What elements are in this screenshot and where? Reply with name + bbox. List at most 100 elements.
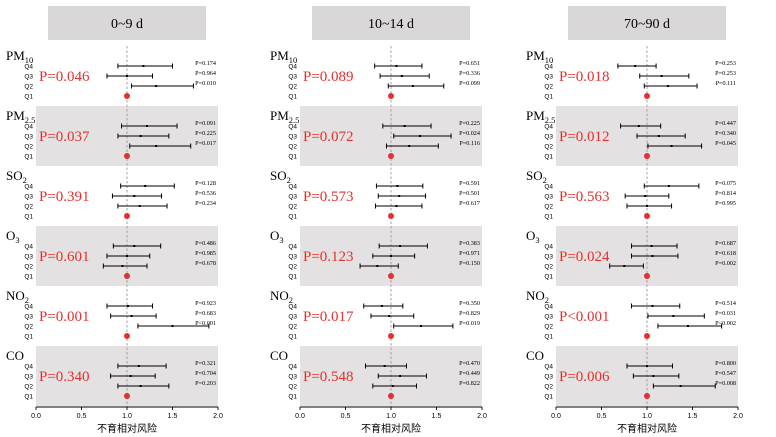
row-p-value: P=0.814 xyxy=(715,190,736,197)
quartile-label: Q2 xyxy=(24,263,33,270)
pollutant-subscript: 2.5 xyxy=(25,115,36,125)
x-tick-label: 1.5 xyxy=(432,413,442,420)
quartile-label: Q1 xyxy=(288,93,297,100)
pollutant-label: PM10 xyxy=(270,48,297,65)
row-p-value: P=0.002 xyxy=(715,260,736,267)
reference-point xyxy=(644,273,650,279)
quartile-label: Q1 xyxy=(288,393,297,400)
point-estimate xyxy=(146,125,149,127)
point-estimate xyxy=(155,85,158,87)
pollutant-block: PM10 P=0.089 Q4 P=0.651 Q3 P=0.336 Q2 P=0.099 Q1 xyxy=(270,48,480,100)
quartile-label: Q4 xyxy=(288,63,297,70)
pollutant-name: PM xyxy=(6,48,25,63)
quartile-label: Q2 xyxy=(288,203,297,210)
row-p-value: P=0.128 xyxy=(195,180,216,187)
row-p-value: P=0.225 xyxy=(195,130,216,137)
row-p-value: P=0.617 xyxy=(459,200,480,207)
row-p-value: P=0.045 xyxy=(715,140,736,147)
quartile-label: Q4 xyxy=(24,63,33,70)
row-p-value: P=0.234 xyxy=(195,200,216,207)
pollutant-name: PM xyxy=(270,108,289,123)
pollutant-label: PM2.5 xyxy=(270,108,299,125)
overall-p-value: P=0.072 xyxy=(303,129,354,145)
quartile-label: Q4 xyxy=(544,63,553,70)
point-estimate xyxy=(390,255,392,257)
x-tick-label: 0.0 xyxy=(295,413,305,420)
quartile-label: Q2 xyxy=(24,323,33,330)
quartile-label: Q3 xyxy=(544,73,553,80)
point-estimate xyxy=(130,315,133,317)
pollutant-name: O xyxy=(6,228,15,243)
row-p-value: P=0.111 xyxy=(716,80,736,87)
row-p-value: P=0.017 xyxy=(195,140,216,147)
point-estimate xyxy=(395,65,398,67)
point-estimate xyxy=(129,375,132,377)
pollutant-label: CO xyxy=(270,348,288,363)
point-estimate xyxy=(646,205,648,207)
pollutant-subscript: 2 xyxy=(23,175,27,185)
point-estimate xyxy=(380,305,383,307)
pollutant-block: NO2 P=0.001 Q4 P=0.923 Q3 P=0.683 Q2 P<0.001 Q1 xyxy=(6,288,216,340)
pollutant-block: NO2 P=0.017 Q4 P=0.350 Q3 P=0.829 Q2 P=0.019 Q1 xyxy=(270,288,480,340)
quartile-label: Q2 xyxy=(288,383,297,390)
pollutant-block: SO2 P=0.391 Q4 P=0.128 Q3 P=0.536 Q2 P=0.234 Q1 xyxy=(6,168,216,220)
overall-p-value: P=0.089 xyxy=(303,69,354,85)
overall-p-value: P=0.123 xyxy=(303,249,354,265)
row-p-value: P=0.547 xyxy=(715,370,736,377)
point-estimate xyxy=(133,245,136,247)
row-p-value: P=0.075 xyxy=(715,180,736,187)
pollutant-block: PM2.5P=0.037 Q4 P=0.091 Q3 P=0.225 Q2 P=0.017 Q… xyxy=(6,108,216,160)
overall-p-value: P=0.037 xyxy=(39,129,90,145)
quartile-label: Q3 xyxy=(288,253,297,260)
quartile-label: Q3 xyxy=(24,313,33,320)
overall-p-value: P=0.548 xyxy=(303,369,354,385)
pollutant-block: SO2 P=0.563 Q4 P=0.075 Q3 P=0.814 Q2 P=0.995 Q1 xyxy=(526,168,736,220)
x-tick-label: 0.0 xyxy=(551,413,561,420)
point-estimate xyxy=(126,255,128,257)
pollutant-label: SO2 xyxy=(6,168,27,185)
point-estimate xyxy=(667,185,670,187)
pollutant-block: PM2.5P=0.072 Q4 P=0.225 Q3 P=0.024 Q2 P=0.116 Q… xyxy=(270,108,480,160)
x-tick-label: 0.5 xyxy=(77,413,87,420)
pollutant-name: PM xyxy=(526,108,545,123)
row-p-value: P=0.470 xyxy=(459,360,480,367)
reference-point xyxy=(644,333,650,339)
pollutant-block: PM10 P=0.046 Q4 P=0.174 Q3 P=0.964 Q2 P=0.010 Q1 xyxy=(6,48,216,100)
x-tick-label: 0.0 xyxy=(31,413,41,420)
pollutant-label: NO2 xyxy=(526,288,549,305)
quartile-label: Q3 xyxy=(288,373,297,380)
point-estimate xyxy=(686,325,689,327)
pollutant-block: CO P=0.006 Q4 P=0.800 Q3 P=0.547 Q2 P=0.008 Q1 xyxy=(526,348,736,400)
row-p-value: P=0.150 xyxy=(459,260,480,267)
quartile-label: Q2 xyxy=(288,263,297,270)
pollutant-label: O3 xyxy=(270,228,284,245)
point-estimate xyxy=(644,195,647,197)
quartile-label: Q3 xyxy=(288,73,297,80)
pollutant-subscript: 2.5 xyxy=(545,115,556,125)
point-estimate xyxy=(399,245,402,247)
quartile-label: Q3 xyxy=(24,253,33,260)
pollutant-name: SO xyxy=(270,168,287,183)
pollutant-subscript: 3 xyxy=(15,235,19,245)
pollutant-block: NO2 P<0.001 Q4 P=0.514 Q3 P=0.031 Q2 P<0.002 Q1 xyxy=(526,288,736,340)
point-estimate xyxy=(419,135,422,137)
quartile-label: Q4 xyxy=(288,183,297,190)
reference-point xyxy=(124,393,130,399)
pollutant-label: PM10 xyxy=(526,48,553,65)
row-p-value: P=0.019 xyxy=(459,320,480,327)
point-estimate xyxy=(395,205,398,207)
reference-point xyxy=(124,93,130,99)
quartile-label: Q1 xyxy=(544,213,553,220)
row-p-value: P=0.687 xyxy=(715,240,736,247)
x-tick-label: 1.5 xyxy=(168,413,178,420)
quartile-label: Q1 xyxy=(544,393,553,400)
pollutant-name: CO xyxy=(526,348,544,363)
quartile-label: Q1 xyxy=(24,153,33,160)
row-p-value: P=0.203 xyxy=(195,380,216,387)
quartile-label: Q3 xyxy=(288,133,297,140)
quartile-label: Q1 xyxy=(24,273,33,280)
point-estimate xyxy=(133,195,136,197)
quartile-label: Q2 xyxy=(544,263,553,270)
point-estimate xyxy=(637,125,640,127)
